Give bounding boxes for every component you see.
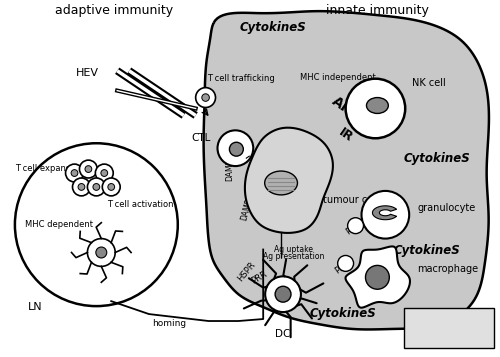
Text: adaptive immunity: adaptive immunity (55, 4, 174, 17)
Circle shape (348, 218, 364, 233)
Circle shape (230, 142, 243, 156)
Text: CytokineS: CytokineS (394, 243, 460, 257)
Circle shape (66, 164, 84, 182)
Circle shape (102, 178, 120, 196)
Circle shape (15, 143, 178, 306)
Text: tumour
microenvironment: tumour microenvironment (408, 327, 490, 346)
Circle shape (78, 183, 85, 190)
Polygon shape (204, 11, 489, 330)
Text: PRR: PRR (333, 259, 352, 276)
Circle shape (80, 160, 98, 178)
Text: tumour cell: tumour cell (323, 195, 378, 205)
Circle shape (338, 256, 353, 271)
Text: macrophage: macrophage (417, 265, 478, 275)
Circle shape (93, 183, 100, 190)
Circle shape (71, 170, 78, 176)
Text: T cell expansion: T cell expansion (15, 164, 83, 172)
Text: DC: DC (276, 329, 290, 339)
Text: CTL: CTL (191, 133, 210, 143)
Circle shape (96, 164, 113, 182)
Text: CytokineS: CytokineS (240, 21, 306, 34)
Polygon shape (245, 128, 333, 233)
Text: HSPR: HSPR (236, 260, 257, 283)
Text: PRR: PRR (250, 269, 269, 286)
Text: innate immunity: innate immunity (326, 4, 429, 17)
Text: PRR: PRR (344, 219, 363, 236)
Circle shape (101, 170, 107, 176)
Ellipse shape (264, 171, 298, 195)
Text: LN: LN (28, 302, 42, 312)
Text: NK cell: NK cell (412, 78, 446, 88)
Circle shape (108, 183, 114, 190)
Circle shape (85, 166, 92, 172)
Ellipse shape (366, 97, 388, 114)
Text: T cell trafficking: T cell trafficking (206, 74, 274, 83)
Text: CytokineS: CytokineS (310, 307, 376, 320)
Text: homing: homing (152, 319, 186, 328)
Text: AR: AR (329, 94, 354, 117)
Text: granulocyte: granulocyte (417, 203, 476, 213)
Circle shape (196, 87, 216, 107)
Circle shape (275, 286, 291, 302)
Circle shape (362, 191, 409, 238)
Text: Ag presentation: Ag presentation (264, 252, 324, 261)
Text: IR: IR (336, 126, 355, 145)
Polygon shape (346, 246, 410, 308)
Circle shape (218, 130, 254, 166)
Circle shape (88, 178, 106, 196)
Text: Ag uptake: Ag uptake (274, 245, 314, 253)
Circle shape (346, 79, 405, 138)
Text: CytokineS: CytokineS (404, 152, 470, 165)
Circle shape (72, 178, 90, 196)
Text: MHC dependent: MHC dependent (25, 220, 93, 229)
Text: DAMP: DAMP (225, 159, 234, 181)
FancyBboxPatch shape (404, 308, 494, 348)
Text: killing: killing (256, 151, 281, 160)
Circle shape (366, 265, 390, 289)
Text: T cell activation: T cell activation (108, 200, 174, 209)
Polygon shape (372, 206, 396, 220)
Text: DAMP: DAMP (239, 198, 254, 222)
Circle shape (265, 276, 301, 312)
Text: HEV: HEV (76, 68, 100, 78)
Circle shape (88, 238, 115, 266)
Text: MHC independent: MHC independent (300, 73, 376, 82)
Circle shape (96, 247, 107, 258)
Circle shape (202, 94, 209, 101)
